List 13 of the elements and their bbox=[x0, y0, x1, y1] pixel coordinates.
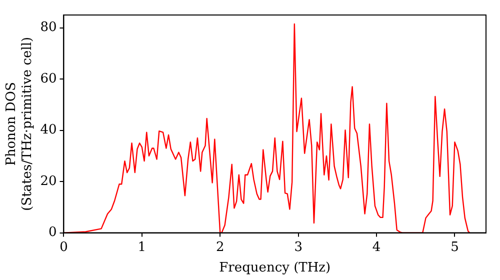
y-axis-title: Phonon DOS (States/THz·primitive cell) bbox=[4, 36, 35, 211]
x-tick-label: 4 bbox=[372, 240, 381, 255]
y-tick-label: 40 bbox=[40, 122, 57, 138]
y-tick-label: 20 bbox=[40, 174, 57, 189]
x-tick-label: 3 bbox=[294, 240, 302, 255]
x-tick-label: 5 bbox=[450, 240, 459, 255]
y-tick-label: 60 bbox=[40, 71, 57, 86]
x-tick-label: 1 bbox=[138, 240, 146, 255]
x-tick-label: 0 bbox=[60, 240, 68, 255]
y-tick-label: 80 bbox=[40, 20, 57, 36]
x-axis-title: Frequency (THz) bbox=[219, 260, 331, 276]
x-tick-label: 2 bbox=[216, 240, 224, 255]
y-tick-label: 0 bbox=[48, 225, 57, 240]
